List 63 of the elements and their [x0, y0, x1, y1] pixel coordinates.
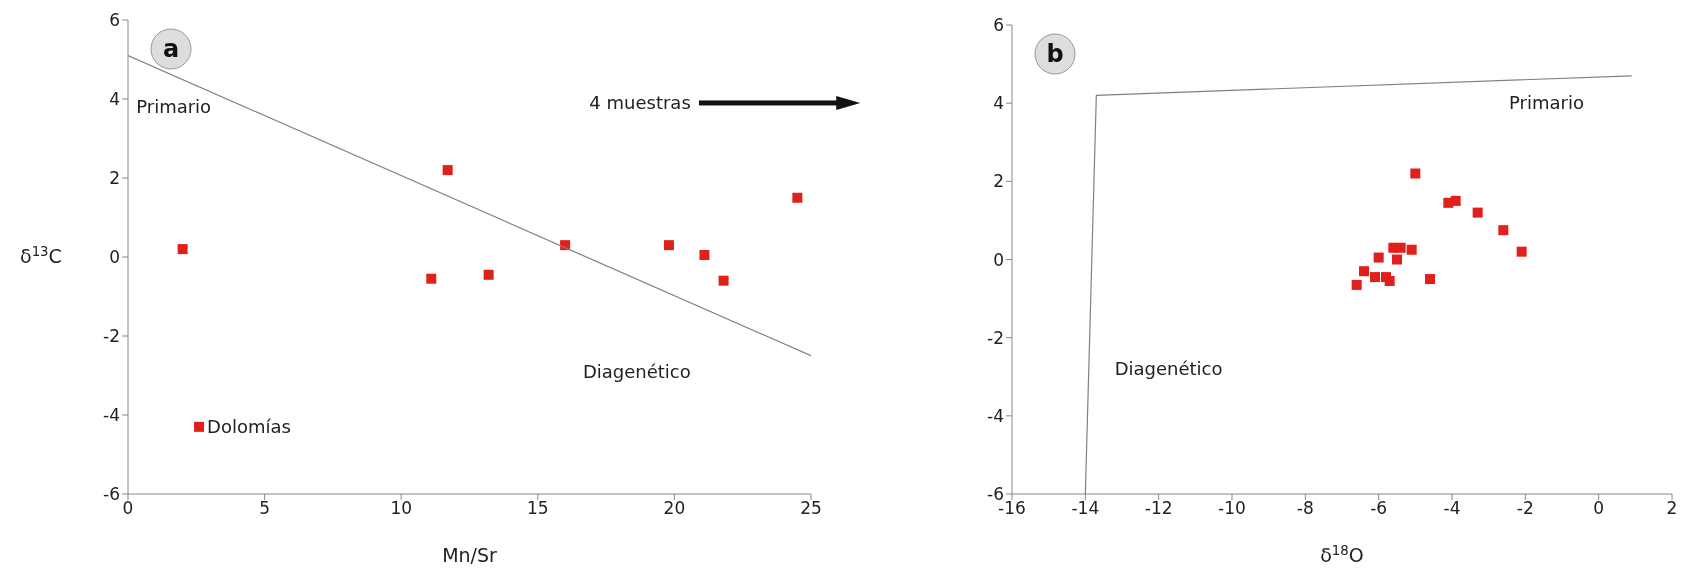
- point: [718, 275, 729, 286]
- point: [1359, 266, 1369, 277]
- x-tick-label: -10: [1218, 498, 1246, 519]
- point: [194, 421, 205, 432]
- annotation: Primario: [136, 95, 212, 117]
- point: [1410, 168, 1421, 179]
- x-tick-label: -12: [1144, 498, 1173, 519]
- y-tick-label: 0: [109, 247, 120, 268]
- x-tick-label: 10: [390, 498, 413, 519]
- point: [177, 244, 188, 255]
- point: [792, 192, 803, 203]
- point: [483, 269, 494, 280]
- point: [1395, 242, 1406, 253]
- point: [699, 250, 710, 261]
- y-tick-label: 0: [993, 249, 1004, 270]
- point: [442, 165, 453, 176]
- point: [663, 240, 674, 251]
- y-tick-label: -2: [103, 326, 120, 347]
- y-tick-label: 2: [109, 168, 120, 189]
- y-tick-label: 4: [993, 93, 1004, 114]
- x-tick-label: -2: [1516, 498, 1534, 519]
- point: [1351, 279, 1362, 290]
- text: b: [1046, 40, 1064, 68]
- y-tick-label: -2: [987, 327, 1004, 348]
- y-tick-label: 6: [993, 15, 1004, 36]
- point: [1516, 246, 1527, 257]
- point: [1498, 225, 1509, 236]
- point: [1384, 276, 1395, 286]
- y-tick-label: -6: [103, 484, 120, 505]
- y-tick-label: 6: [109, 10, 120, 31]
- annotation: Primario: [1509, 92, 1584, 114]
- x-tick-label: 2: [1666, 498, 1678, 519]
- x-tick-label: 0: [122, 498, 134, 519]
- annotation: Dolomías: [207, 415, 291, 437]
- x-axis-title: Mn/Sr: [442, 544, 498, 566]
- point: [1373, 252, 1384, 263]
- annotation: Diagenético: [1114, 357, 1223, 379]
- x-tick-label: 25: [800, 498, 822, 519]
- x-tick-label: 20: [663, 498, 686, 519]
- y-tick-label: 2: [993, 171, 1004, 192]
- text: a: [162, 35, 180, 63]
- y-tick-label: -6: [987, 484, 1004, 505]
- point: [1425, 274, 1435, 285]
- x-tick-label: -14: [1071, 498, 1100, 519]
- point: [1450, 195, 1461, 206]
- y-tick-label: -4: [103, 405, 120, 426]
- y-tick-label: -4: [987, 405, 1004, 426]
- point: [426, 273, 437, 284]
- x-tick-label: 15: [526, 498, 549, 519]
- annotation: Diagenético: [582, 360, 691, 382]
- x-tick-label: -8: [1296, 498, 1314, 519]
- x-tick-label: -4: [1443, 498, 1461, 519]
- y-tick-label: 4: [109, 89, 120, 110]
- point: [1370, 272, 1380, 283]
- x-axis-title: δ$^{18}$O: [1320, 542, 1364, 566]
- x-tick-label: 0: [1593, 498, 1605, 519]
- x-tick-label: 5: [259, 498, 271, 519]
- point: [1406, 244, 1417, 255]
- annotation: 4 muestras: [589, 91, 691, 113]
- point: [1472, 207, 1483, 218]
- point: [1392, 254, 1402, 265]
- y-axis-title: δ$^{13}$C: [20, 243, 62, 267]
- x-tick-label: -6: [1370, 498, 1388, 519]
